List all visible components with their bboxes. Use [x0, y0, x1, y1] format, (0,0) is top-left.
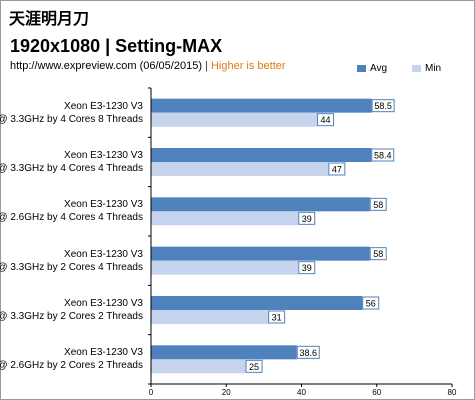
min-bar [151, 310, 269, 324]
min-value-label-box [298, 211, 316, 225]
avg-value-label: 38.6 [299, 348, 317, 358]
legend-avg: Avg [357, 63, 387, 74]
avg-bar [151, 98, 372, 113]
x-tick-label: 40 [297, 388, 306, 397]
min-value-label-box [298, 261, 316, 275]
category-label: Xeon E3-1230 V3 @ 3.3GHz by 4 Cores 8 Thr… [0, 100, 143, 126]
avg-value-label-box [369, 247, 387, 261]
category-label-line2: @ 2.6GHz by 4 Cores 4 Threads [0, 212, 143, 224]
avg-value-label: 58 [373, 200, 383, 210]
min-value-label: 31 [272, 313, 282, 323]
avg-bar [151, 197, 370, 212]
category-label-line1: Xeon E3-1230 V3 [64, 199, 143, 211]
category-label-line2: @ 3.3GHz by 2 Cores 4 Threads [0, 261, 143, 273]
legend-min-label: Min [425, 63, 442, 74]
avg-bar [151, 148, 372, 162]
min-bar [151, 359, 246, 374]
avg-value-label: 58.5 [374, 101, 392, 111]
legend-min-swatch [412, 65, 421, 72]
category-label: Xeon E3-1230 V3 @ 3.3GHz by 4 Cores 4 Thr… [0, 149, 143, 175]
min-value-label: 39 [302, 214, 312, 224]
legend-avg-swatch [357, 65, 366, 72]
avg-value-label-box [371, 148, 395, 162]
min-bar [151, 112, 318, 127]
x-tick-label: 0 [149, 388, 154, 397]
min-bar [151, 260, 299, 275]
category-label-line1: Xeon E3-1230 V3 [64, 150, 143, 161]
category-label-line2: @ 2.6GHz by 2 Cores 2 Threads [0, 360, 143, 372]
avg-bar [151, 246, 370, 261]
category-label-line1: Xeon E3-1230 V3 [64, 298, 143, 309]
legend-avg-label: Avg [370, 63, 388, 74]
avg-value-label: 58.4 [374, 151, 392, 161]
category-label-line2: @ 3.3GHz by 4 Cores 4 Threads [0, 163, 143, 174]
min-value-label: 44 [321, 115, 331, 125]
avg-bar [151, 345, 297, 360]
category-label-line1: Xeon E3-1230 V3 [64, 248, 143, 260]
legend-min: Min [412, 63, 441, 74]
category-label-line2: @ 3.3GHz by 2 Cores 2 Threads [0, 311, 143, 322]
avg-value-label: 58 [373, 249, 383, 259]
category-label: Xeon E3-1230 V3 @ 3.3GHz by 2 Cores 2 Thr… [0, 297, 143, 323]
min-value-label: 39 [302, 263, 312, 273]
min-value-label-box [317, 113, 335, 127]
source-url: http://www.expreview.com (06/05/2015) [10, 60, 202, 72]
category-label-line1: Xeon E3-1230 V3 [64, 100, 143, 112]
category-label: Xeon E3-1230 V3 @ 2.6GHz by 2 Cores 2 Thr… [0, 346, 143, 372]
source-line: http://www.expreview.com (06/05/2015) | … [10, 60, 286, 72]
min-value-label: 47 [332, 165, 342, 175]
avg-value-label-box [362, 296, 380, 310]
avg-bar [151, 296, 363, 310]
category-label: Xeon E3-1230 V3 @ 2.6GHz by 4 Cores 4 Thr… [0, 198, 143, 224]
x-tick-label: 20 [222, 388, 231, 397]
chart-title-cn: 天涯明月刀 [9, 9, 90, 28]
chart-title: 1920x1080 | Setting-MAX [10, 36, 223, 56]
min-value-label-box [245, 359, 263, 373]
category-label-line1: Xeon E3-1230 V3 [64, 347, 143, 359]
higher-is-better-note: Higher is better [210, 60, 286, 72]
category-label-line2: @ 3.3GHz by 4 Cores 8 Threads [0, 113, 143, 125]
category-label: Xeon E3-1230 V3 @ 3.3GHz by 2 Cores 4 Thr… [0, 248, 143, 274]
source-separator: | [205, 60, 208, 72]
min-bar [151, 162, 329, 176]
avg-value-label-box [369, 197, 387, 211]
avg-value-label-box [296, 345, 320, 359]
min-bar [151, 211, 299, 226]
avg-value-label-box [371, 99, 395, 113]
avg-value-label: 56 [366, 299, 376, 309]
min-value-label: 25 [249, 362, 259, 372]
min-value-label-box [328, 162, 346, 176]
x-tick-label: 60 [372, 388, 381, 397]
x-tick-label: 80 [448, 388, 457, 397]
min-value-label-box [268, 310, 286, 324]
